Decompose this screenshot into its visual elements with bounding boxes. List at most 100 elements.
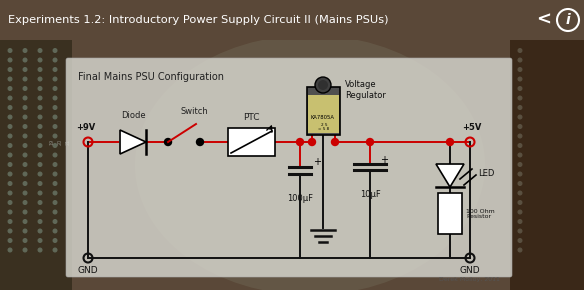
Circle shape (518, 77, 522, 81)
Circle shape (38, 49, 42, 52)
Circle shape (53, 77, 57, 81)
Circle shape (53, 201, 57, 204)
Polygon shape (120, 130, 146, 154)
Circle shape (23, 220, 27, 223)
Circle shape (53, 220, 57, 223)
Bar (308, 95, 339, 133)
Circle shape (518, 172, 522, 176)
Circle shape (518, 201, 522, 204)
Circle shape (38, 229, 42, 233)
Circle shape (8, 191, 12, 195)
Circle shape (23, 134, 27, 138)
Circle shape (53, 182, 57, 185)
Circle shape (518, 182, 522, 185)
Circle shape (8, 248, 12, 252)
Circle shape (297, 139, 304, 146)
Circle shape (53, 163, 57, 166)
Circle shape (8, 172, 12, 176)
Circle shape (38, 172, 42, 176)
Circle shape (23, 191, 27, 195)
Circle shape (38, 96, 42, 100)
Circle shape (53, 153, 57, 157)
Circle shape (38, 201, 42, 204)
Circle shape (38, 106, 42, 109)
Bar (228, 128, 275, 156)
Circle shape (38, 248, 42, 252)
Circle shape (8, 96, 12, 100)
Circle shape (53, 134, 57, 138)
Circle shape (38, 144, 42, 147)
Circle shape (23, 210, 27, 214)
Circle shape (53, 106, 57, 109)
Bar (307, 87, 340, 135)
Circle shape (23, 172, 27, 176)
Circle shape (8, 77, 12, 81)
Circle shape (165, 139, 172, 146)
Circle shape (332, 139, 339, 146)
Circle shape (518, 87, 522, 90)
Circle shape (23, 248, 27, 252)
Text: +9V: +9V (77, 123, 96, 132)
Ellipse shape (135, 35, 485, 290)
Text: Switch: Switch (180, 107, 208, 116)
Text: 2 5
= 5 8: 2 5 = 5 8 (318, 123, 329, 131)
Circle shape (38, 134, 42, 138)
Circle shape (53, 87, 57, 90)
Circle shape (23, 87, 27, 90)
Circle shape (518, 248, 522, 252)
Bar (0, 40, 72, 290)
Circle shape (23, 201, 27, 204)
Circle shape (8, 201, 12, 204)
Circle shape (8, 125, 12, 128)
Text: 10μF: 10μF (360, 190, 380, 199)
Text: 100 Ohm
Resistor: 100 Ohm Resistor (466, 209, 495, 220)
Circle shape (38, 191, 42, 195)
Circle shape (518, 220, 522, 223)
Circle shape (518, 191, 522, 195)
Circle shape (53, 229, 57, 233)
Circle shape (8, 144, 12, 147)
Text: GND: GND (78, 266, 98, 275)
Circle shape (8, 68, 12, 71)
Circle shape (518, 229, 522, 233)
Circle shape (53, 49, 57, 52)
Circle shape (8, 49, 12, 52)
Circle shape (38, 77, 42, 81)
Text: Diode: Diode (121, 111, 145, 120)
Circle shape (518, 96, 522, 100)
Circle shape (518, 49, 522, 52)
Circle shape (8, 153, 12, 157)
Circle shape (8, 134, 12, 138)
Circle shape (23, 68, 27, 71)
Circle shape (23, 144, 27, 147)
Text: 19: 19 (50, 139, 54, 145)
Text: Regulator: Regulator (345, 91, 386, 100)
Text: Final Mains PSU Configuration: Final Mains PSU Configuration (78, 72, 224, 82)
Circle shape (38, 125, 42, 128)
Circle shape (38, 115, 42, 119)
Circle shape (8, 58, 12, 62)
Circle shape (23, 106, 27, 109)
Circle shape (518, 58, 522, 62)
Circle shape (38, 182, 42, 185)
Circle shape (53, 191, 57, 195)
Circle shape (38, 58, 42, 62)
Circle shape (53, 96, 57, 100)
Circle shape (53, 248, 57, 252)
Circle shape (8, 182, 12, 185)
Text: +: + (313, 157, 321, 167)
Circle shape (23, 49, 27, 52)
Circle shape (23, 115, 27, 119)
Text: Experiments 1.2: Introductory Power Supply Circuit II (Mains PSUs): Experiments 1.2: Introductory Power Supp… (8, 15, 388, 25)
Text: i: i (566, 13, 571, 27)
Circle shape (38, 68, 42, 71)
Circle shape (367, 139, 374, 146)
Circle shape (518, 106, 522, 109)
Circle shape (518, 115, 522, 119)
Circle shape (53, 115, 57, 119)
Circle shape (518, 125, 522, 128)
Circle shape (518, 134, 522, 138)
Text: LED: LED (478, 168, 495, 177)
Circle shape (53, 58, 57, 62)
Text: KA7805A: KA7805A (311, 115, 335, 119)
